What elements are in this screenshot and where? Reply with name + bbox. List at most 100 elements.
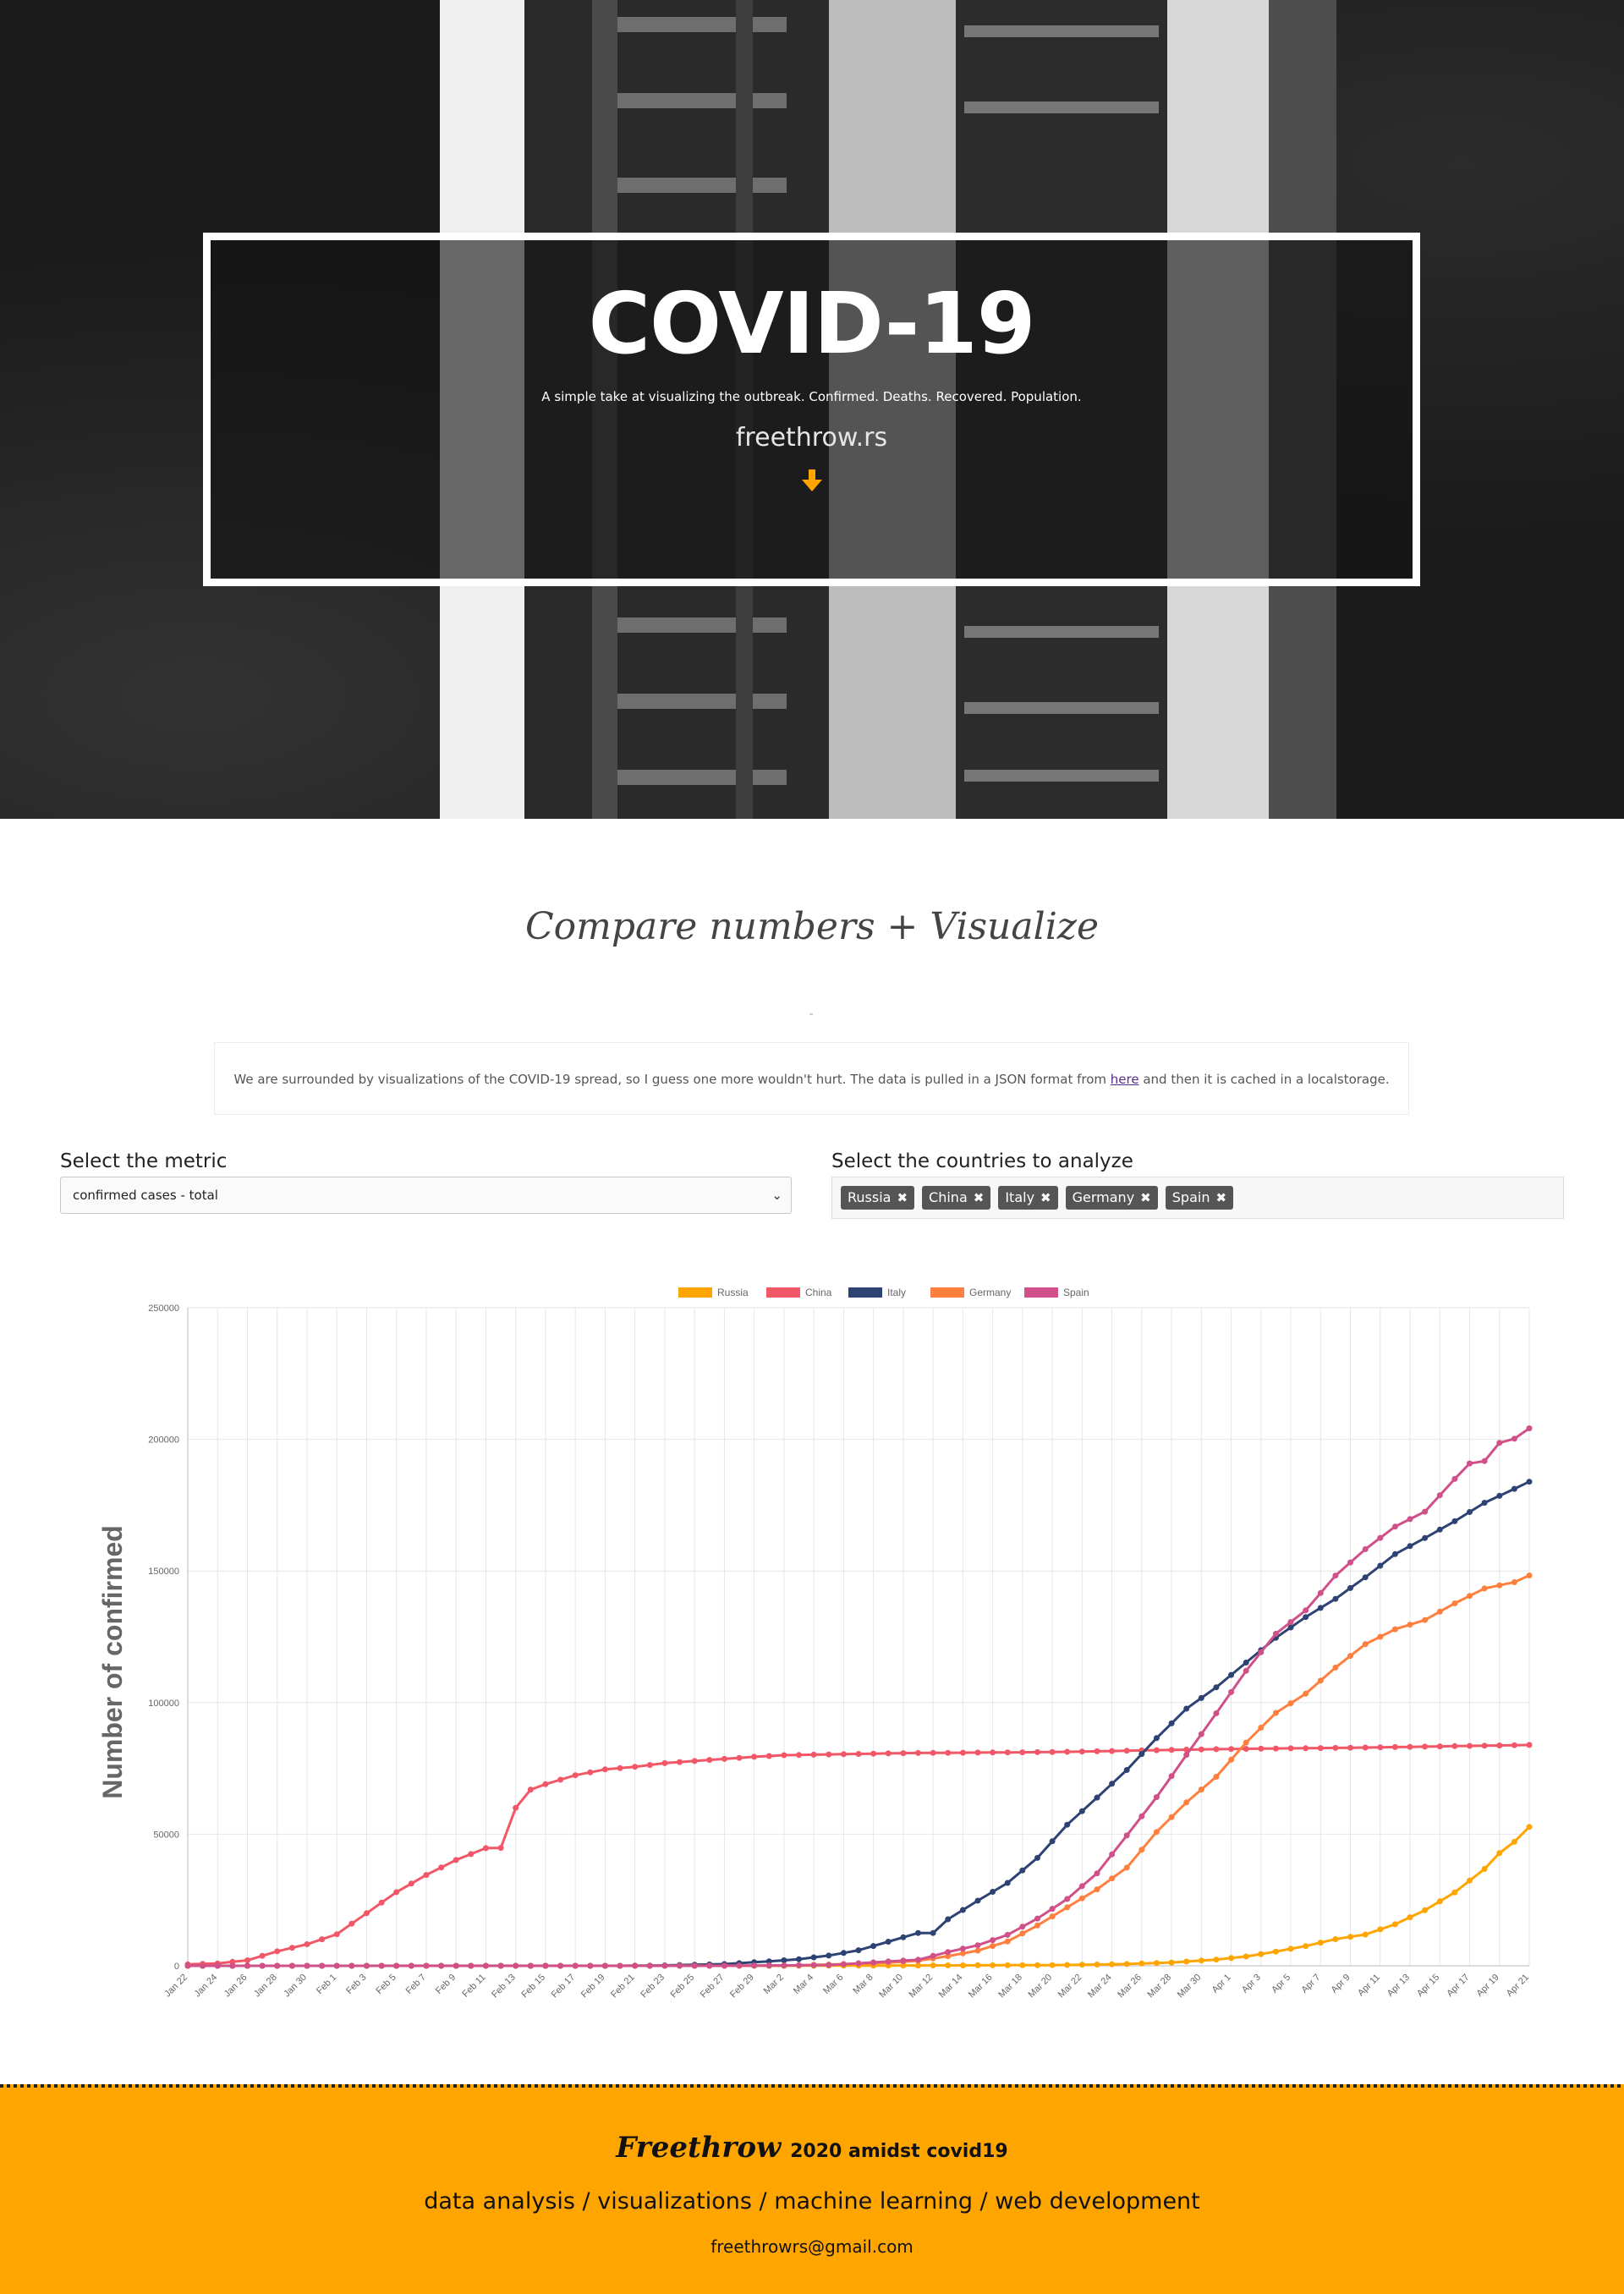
- x-tick-label: Feb 9: [434, 1973, 458, 1996]
- data-point-spain: [513, 1962, 519, 1969]
- data-point-spain: [1228, 1688, 1235, 1695]
- x-tick-label: Mar 20: [1027, 1973, 1055, 2000]
- x-tick-label: Feb 3: [344, 1973, 368, 1996]
- data-point-spain: [378, 1962, 385, 1969]
- data-point-spain: [468, 1962, 475, 1969]
- country-tag-spain[interactable]: Spain ✖: [1165, 1186, 1234, 1210]
- remove-icon[interactable]: ✖: [1215, 1190, 1227, 1205]
- data-point-china: [513, 1804, 519, 1811]
- data-point-china: [1451, 1742, 1458, 1749]
- data-point-italy: [1422, 1534, 1429, 1541]
- data-point-spain: [691, 1962, 698, 1969]
- metric-select[interactable]: confirmed cases - total ⌄: [60, 1177, 792, 1214]
- data-point-spain: [945, 1949, 952, 1956]
- data-point-italy: [1094, 1794, 1100, 1801]
- data-point-spain: [661, 1962, 668, 1969]
- hero-subtitle: A simple take at visualizing the outbrea…: [541, 389, 1082, 404]
- data-point-germany: [1123, 1864, 1130, 1871]
- y-tick-label: 50000: [153, 1830, 179, 1840]
- data-point-germany: [1391, 1626, 1398, 1633]
- data-point-spain: [930, 1952, 936, 1959]
- x-tick-label: Jan 26: [222, 1973, 250, 2000]
- data-point-russia: [1064, 1962, 1071, 1968]
- data-point-china: [288, 1945, 295, 1951]
- series-line-spain: [188, 1427, 1530, 1967]
- remove-icon[interactable]: ✖: [973, 1190, 985, 1205]
- data-point-china: [542, 1781, 549, 1787]
- x-tick-label: Feb 29: [728, 1973, 756, 2000]
- x-tick-label: Apr 15: [1415, 1973, 1441, 1999]
- data-point-china: [1049, 1748, 1056, 1755]
- country-tag-germany[interactable]: Germany ✖: [1065, 1186, 1158, 1210]
- data-point-spain: [542, 1962, 549, 1969]
- countries-label: Select the countries to analyze: [831, 1150, 1133, 1172]
- data-point-italy: [1303, 1614, 1309, 1621]
- data-point-china: [1481, 1742, 1488, 1749]
- data-point-spain: [244, 1962, 250, 1969]
- data-point-germany: [1094, 1886, 1100, 1893]
- data-point-china: [661, 1759, 668, 1766]
- country-tag-italy[interactable]: Italy ✖: [998, 1186, 1058, 1210]
- data-point-germany: [1467, 1593, 1473, 1600]
- data-point-italy: [1109, 1781, 1116, 1787]
- data-point-spain: [870, 1959, 877, 1966]
- data-point-spain: [1526, 1425, 1533, 1432]
- country-tag-china[interactable]: China ✖: [922, 1186, 991, 1210]
- arrow-down-icon[interactable]: [799, 468, 825, 497]
- data-point-spain: [453, 1962, 459, 1969]
- data-point-spain: [1258, 1649, 1265, 1655]
- data-point-italy: [930, 1929, 936, 1936]
- data-point-italy: [781, 1957, 787, 1963]
- legend-label: Russia: [717, 1287, 749, 1298]
- data-point-spain: [1078, 1883, 1085, 1890]
- remove-icon[interactable]: ✖: [897, 1190, 908, 1205]
- data-point-china: [304, 1941, 310, 1947]
- footer-brand-tail: 2020 amidst covid19: [790, 2141, 1008, 2162]
- data-point-italy: [1168, 1720, 1175, 1726]
- data-point-italy: [1049, 1838, 1056, 1845]
- x-tick-label: Feb 23: [639, 1973, 667, 2000]
- data-point-china: [885, 1750, 892, 1757]
- hero-title: COVID-19: [588, 274, 1036, 373]
- data-point-italy: [1153, 1735, 1160, 1742]
- data-point-italy: [840, 1950, 847, 1956]
- footer-email[interactable]: freethrowrs@gmail.com: [710, 2236, 914, 2257]
- series-line-italy: [188, 1480, 1530, 1967]
- country-tag-russia[interactable]: Russia ✖: [841, 1186, 915, 1210]
- x-tick-label: Mar 18: [996, 1973, 1024, 2000]
- remove-icon[interactable]: ✖: [1040, 1190, 1051, 1205]
- x-tick-label: Apr 5: [1270, 1973, 1292, 1995]
- data-point-germany: [1198, 1786, 1204, 1793]
- data-point-italy: [796, 1956, 802, 1962]
- data-point-spain: [1391, 1523, 1398, 1530]
- y-tick-label: 200000: [148, 1435, 179, 1446]
- data-point-germany: [1287, 1700, 1294, 1707]
- data-point-germany: [1362, 1641, 1369, 1648]
- data-point-germany: [1019, 1930, 1026, 1937]
- footer-border: [0, 2084, 1624, 2088]
- data-source-link[interactable]: here: [1110, 1072, 1139, 1087]
- remove-icon[interactable]: ✖: [1140, 1190, 1151, 1205]
- data-point-china: [930, 1749, 936, 1756]
- data-point-germany: [1511, 1579, 1517, 1585]
- data-point-russia: [1094, 1962, 1100, 1967]
- data-point-italy: [1511, 1485, 1517, 1492]
- intro-note-text-end: and then it is cached in a localstorage.: [1138, 1072, 1390, 1087]
- x-tick-label: Mar 26: [1116, 1973, 1144, 2000]
- data-point-spain: [1109, 1851, 1116, 1858]
- data-point-russia: [1436, 1898, 1443, 1905]
- data-point-china: [646, 1762, 653, 1769]
- data-point-china: [691, 1758, 698, 1764]
- data-point-spain: [646, 1962, 653, 1969]
- data-point-spain: [810, 1962, 817, 1968]
- y-tick-label: 100000: [148, 1699, 179, 1709]
- data-point-spain: [601, 1962, 608, 1969]
- data-point-china: [1377, 1744, 1384, 1751]
- countries-multiselect[interactable]: Russia ✖ China ✖ Italy ✖ Germany ✖ Spain ✖: [831, 1177, 1564, 1219]
- data-point-china: [1422, 1743, 1429, 1750]
- data-point-spain: [1422, 1508, 1429, 1515]
- x-tick-label: Feb 25: [669, 1973, 697, 2000]
- data-point-spain: [885, 1958, 892, 1965]
- data-point-germany: [1109, 1875, 1116, 1882]
- data-point-germany: [1407, 1622, 1413, 1628]
